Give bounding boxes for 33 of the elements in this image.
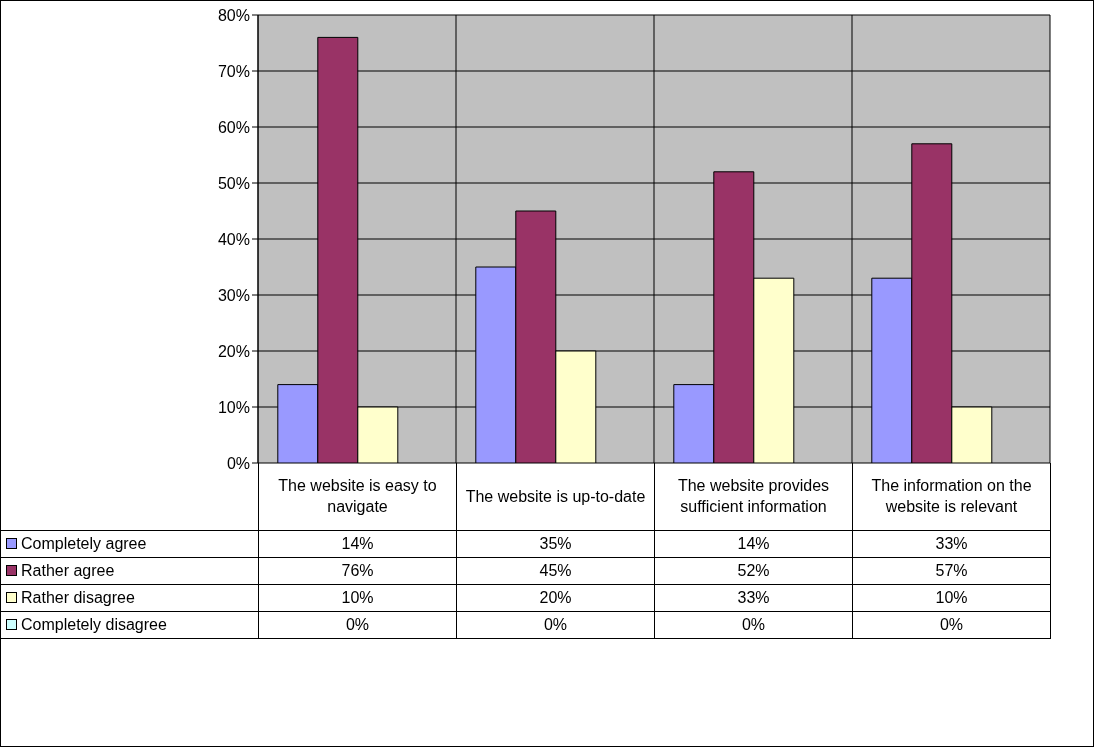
y-tick-label: 60% <box>217 118 250 136</box>
y-tick-label: 80% <box>217 6 250 24</box>
legend-label: Rather agree <box>0 557 259 584</box>
data-label: 0% <box>654 611 853 638</box>
y-tick-label: 10% <box>217 398 250 416</box>
data-label: 0% <box>852 611 1051 638</box>
data-label: 14% <box>654 530 853 557</box>
data-label: 45% <box>456 557 655 584</box>
y-tick-label: 30% <box>217 286 250 304</box>
legend-label: Completely agree <box>0 530 259 557</box>
data-label: 10% <box>852 584 1051 611</box>
x-tick-label: The information on the website is relevant <box>852 463 1051 530</box>
data-label: 33% <box>852 530 1051 557</box>
data-label: 0% <box>258 611 457 638</box>
legend-label: Completely disagree <box>0 611 259 638</box>
data-label: 14% <box>258 530 457 557</box>
data-label: 76% <box>258 557 457 584</box>
x-tick-label: The website is up-to-date <box>456 463 655 530</box>
x-tick-label: The website is easy to navigate <box>258 463 457 530</box>
legend-label: Rather disagree <box>0 584 259 611</box>
data-label: 0% <box>456 611 655 638</box>
y-tick-label: 0% <box>226 454 250 472</box>
y-tick-label: 50% <box>217 174 250 192</box>
y-tick-label: 20% <box>217 342 250 360</box>
data-label: 20% <box>456 584 655 611</box>
y-tick-label: 70% <box>217 62 250 80</box>
data-label: 57% <box>852 557 1051 584</box>
data-label: 33% <box>654 584 853 611</box>
data-label: 35% <box>456 530 655 557</box>
x-tick-label: The website provides sufficient information <box>654 463 853 530</box>
data-label: 52% <box>654 557 853 584</box>
data-label: 10% <box>258 584 457 611</box>
y-tick-label: 40% <box>217 230 250 248</box>
